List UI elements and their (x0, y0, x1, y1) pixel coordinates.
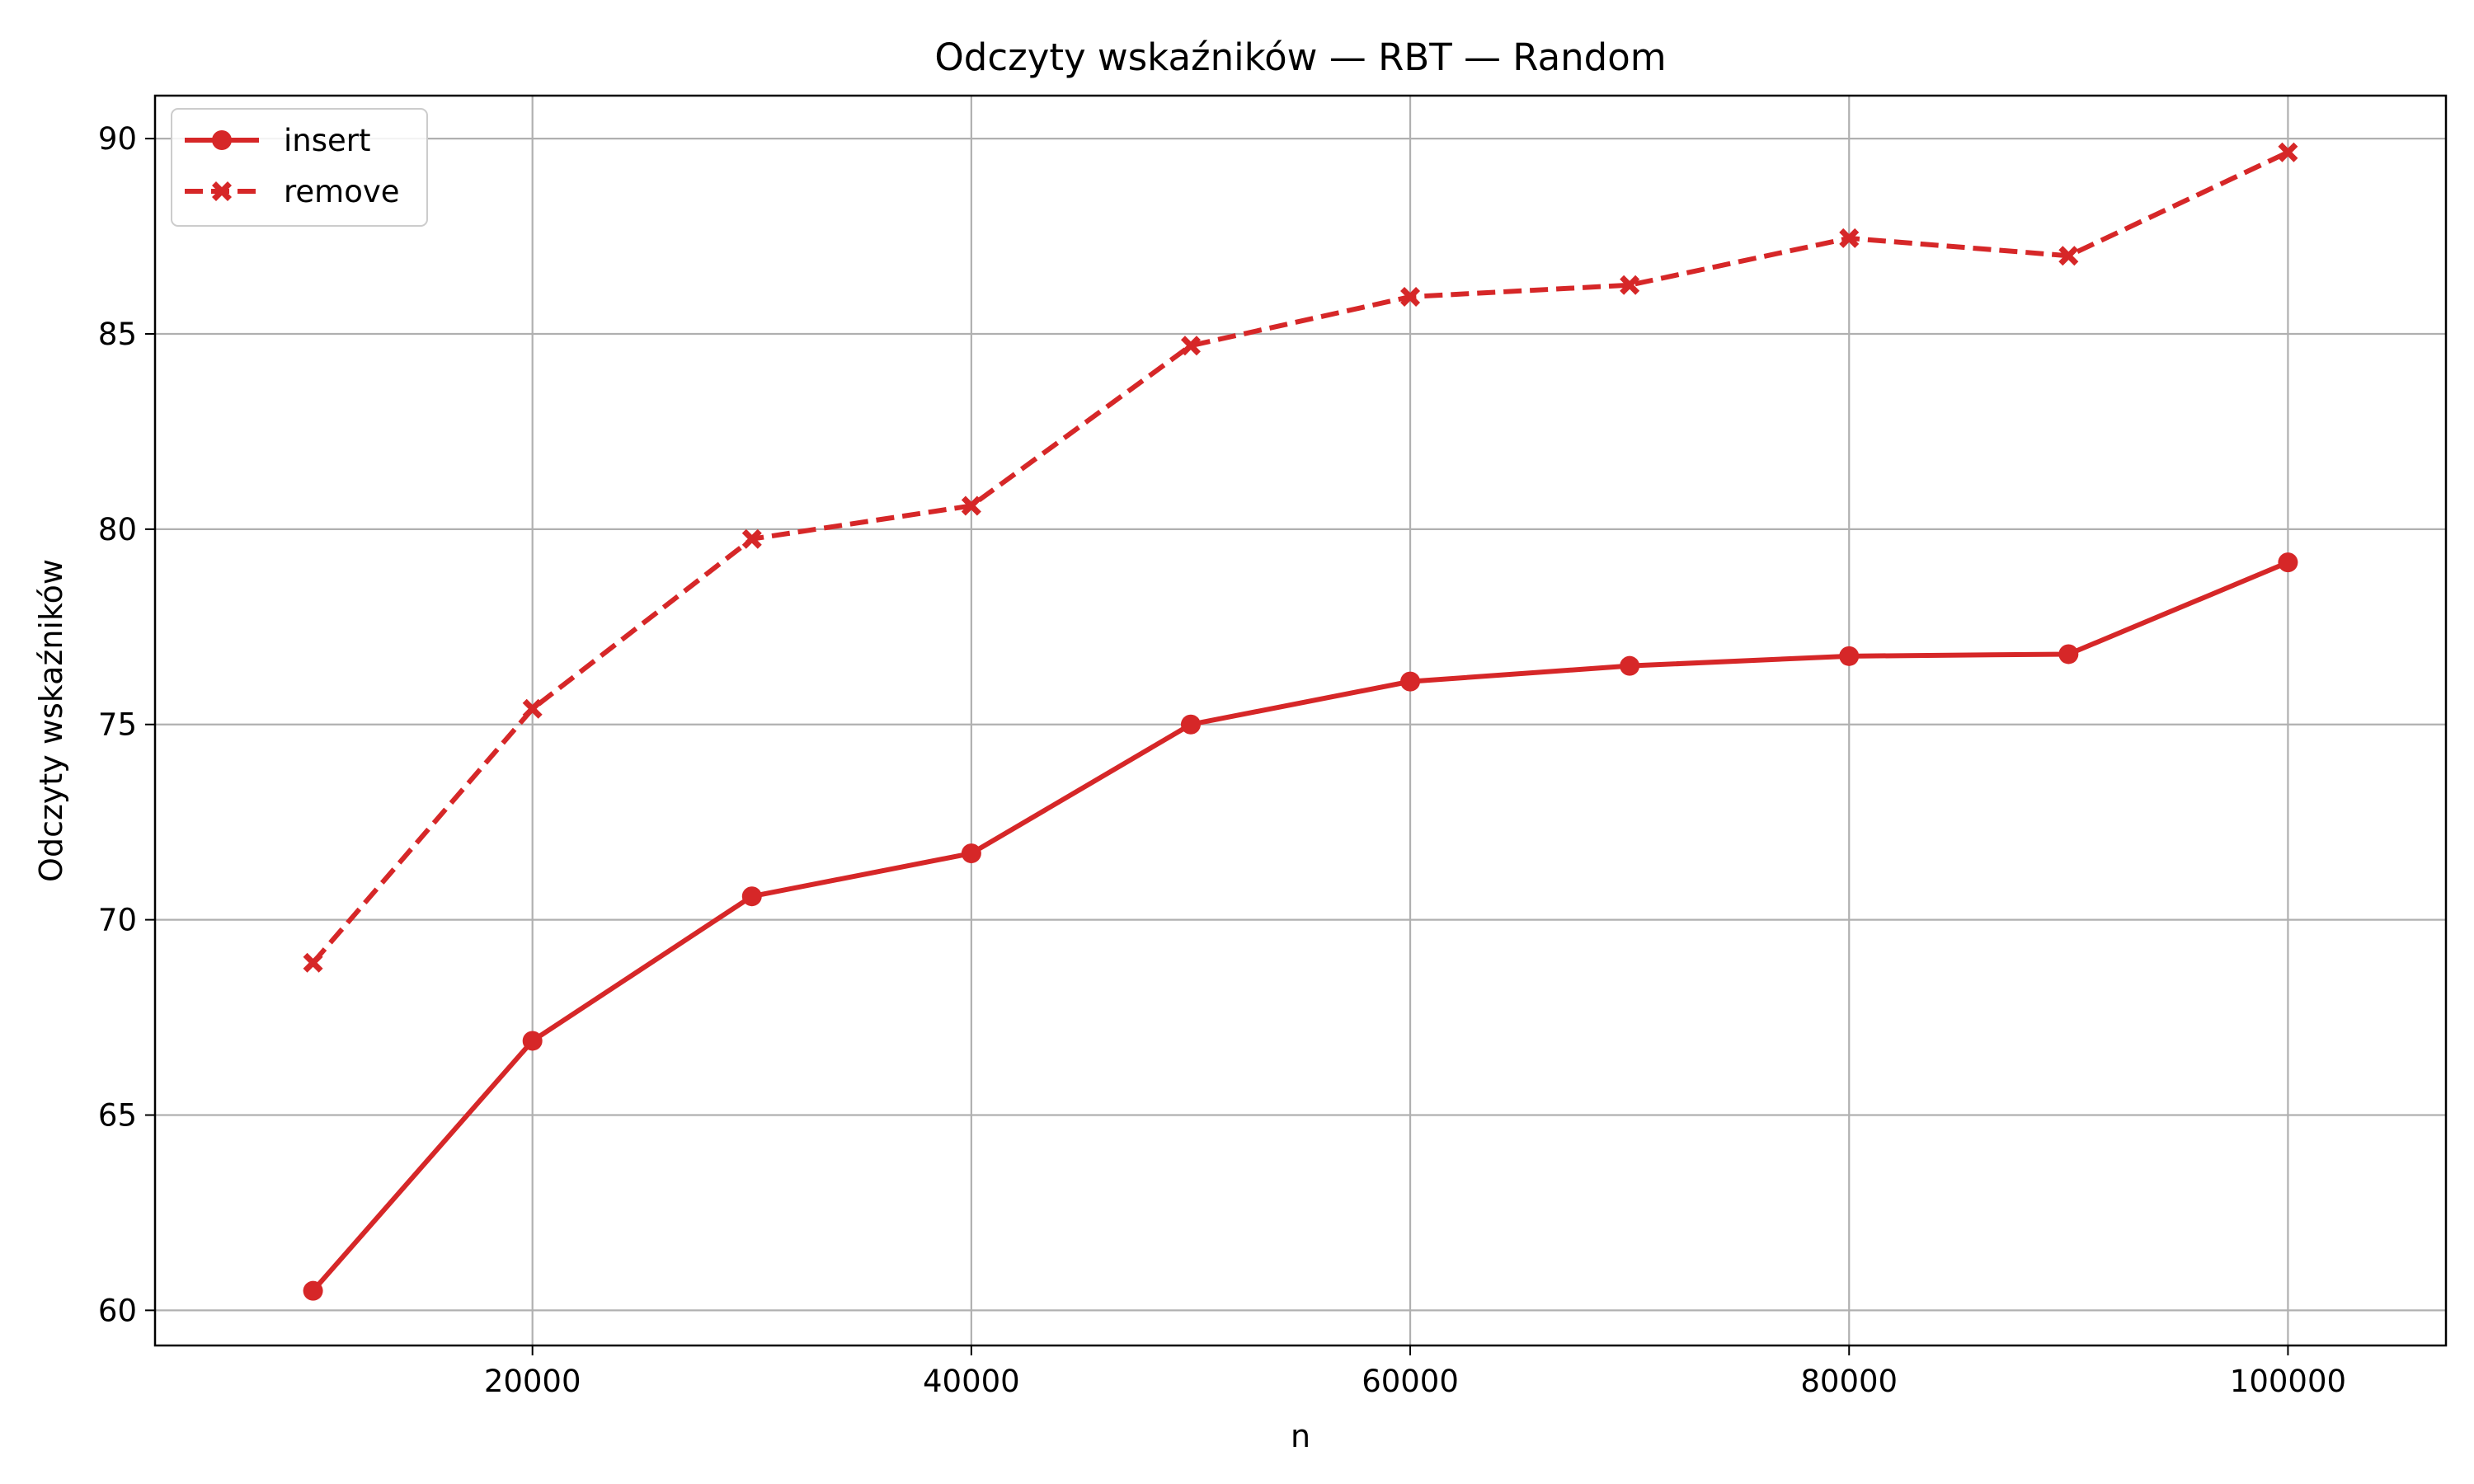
data-point-insert (1839, 646, 1860, 666)
data-point-remove (961, 495, 981, 516)
y-tick-label: 85 (98, 317, 137, 352)
data-point-remove (1839, 228, 1860, 248)
y-tick-label: 70 (98, 903, 137, 938)
x-axis-label: n (1291, 1418, 1310, 1454)
data-point-insert (303, 1280, 323, 1301)
y-tick-label: 60 (98, 1293, 137, 1328)
data-point-insert (1180, 714, 1201, 735)
x-tick-label: 40000 (923, 1364, 1020, 1399)
x-tick-label: 60000 (1362, 1364, 1459, 1399)
legend-label-insert: insert (284, 123, 371, 158)
legend-marker-insert (212, 130, 232, 150)
y-tick-label: 90 (98, 121, 137, 157)
data-point-remove (1400, 286, 1421, 307)
data-point-insert (522, 1031, 543, 1051)
data-point-insert (1620, 655, 1640, 676)
data-point-insert (1400, 671, 1421, 692)
data-point-insert (2278, 552, 2298, 573)
x-tick-label: 100000 (2230, 1364, 2346, 1399)
axis-ticks: 20000 40000 60000 80000 100000 60 65 70 75 80 85 90 (98, 121, 2346, 1399)
chart-title: Odczyty wskaźników — RBT — Random (934, 35, 1666, 79)
data-point-remove (1620, 275, 1640, 295)
y-tick-label: 65 (98, 1097, 137, 1133)
data-point-insert (961, 843, 981, 864)
legend-label-remove: remove (284, 174, 400, 209)
data-point-remove (741, 528, 762, 549)
x-tick-label: 20000 (484, 1364, 581, 1399)
data-point-remove (2278, 142, 2298, 162)
series-line-insert (311, 560, 2289, 1293)
y-tick-label: 80 (98, 512, 137, 547)
series-layer (303, 142, 2298, 1301)
series-remove (303, 142, 2298, 973)
data-point-remove (2058, 246, 2079, 266)
y-axis-label: Odczyty wskaźników (33, 559, 69, 882)
y-tick-label: 75 (98, 707, 137, 743)
series-line-remove (311, 149, 2289, 965)
data-point-insert (741, 886, 762, 907)
data-point-remove (1180, 336, 1201, 356)
x-tick-label: 80000 (1800, 1364, 1898, 1399)
legend-marker-remove (212, 181, 232, 201)
plot-frame (153, 94, 2448, 1347)
data-point-insert (2058, 644, 2079, 665)
legend: insert remove (171, 108, 428, 227)
series-insert (303, 552, 2298, 1301)
data-point-remove (303, 952, 323, 973)
data-point-remove (522, 698, 543, 719)
grid (155, 96, 2446, 1345)
